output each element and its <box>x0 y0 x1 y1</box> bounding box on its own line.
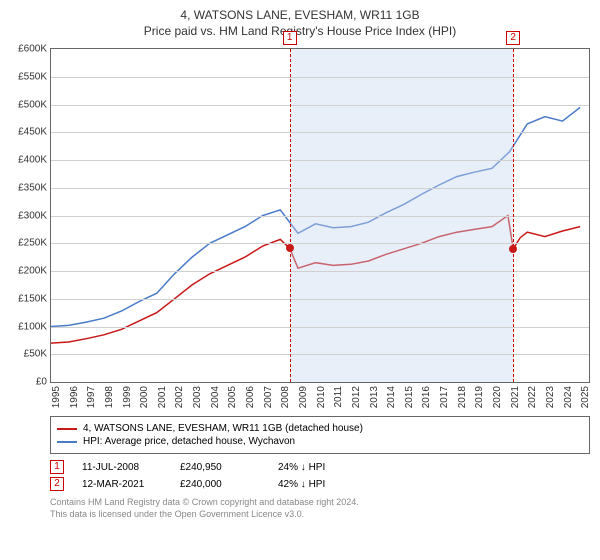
legend-label: HPI: Average price, detached house, Wych… <box>83 436 295 447</box>
sale-price: £240,950 <box>180 462 260 473</box>
marker-dot <box>286 244 294 252</box>
sale-delta: 42% ↓ HPI <box>278 479 358 490</box>
y-axis-label: £200K <box>18 266 47 277</box>
sales-row: 1 11-JUL-2008 £240,950 24% ↓ HPI <box>50 460 590 474</box>
legend: 4, WATSONS LANE, EVESHAM, WR11 1GB (deta… <box>50 416 590 454</box>
gridline <box>51 132 589 133</box>
gridline <box>51 271 589 272</box>
gridline <box>51 160 589 161</box>
sale-delta: 24% ↓ HPI <box>278 462 358 473</box>
gridline <box>51 243 589 244</box>
chart-area: £0£50K£100K£150K£200K£250K£300K£350K£400… <box>50 48 590 408</box>
sale-date: 11-JUL-2008 <box>82 462 162 473</box>
legend-swatch <box>57 441 77 443</box>
gridline <box>51 77 589 78</box>
marker-number-box: 1 <box>283 31 297 45</box>
footer-line: Contains HM Land Registry data © Crown c… <box>50 497 590 509</box>
y-axis-label: £350K <box>18 182 47 193</box>
y-axis-label: £150K <box>18 293 47 304</box>
sales-table: 1 11-JUL-2008 £240,950 24% ↓ HPI 2 12-MA… <box>50 460 590 491</box>
gridline <box>51 299 589 300</box>
legend-swatch <box>57 428 77 430</box>
sale-price: £240,000 <box>180 479 260 490</box>
y-axis-label: £550K <box>18 71 47 82</box>
chart-title: 4, WATSONS LANE, EVESHAM, WR11 1GB <box>0 0 600 22</box>
y-axis-label: £300K <box>18 210 47 221</box>
y-axis-label: £600K <box>18 44 47 55</box>
y-axis-label: £100K <box>18 321 47 332</box>
gridline <box>51 354 589 355</box>
marker-ref-box: 1 <box>50 460 64 474</box>
plot-region: £0£50K£100K£150K£200K£250K£300K£350K£400… <box>50 48 590 383</box>
gridline <box>51 216 589 217</box>
sale-date: 12-MAR-2021 <box>82 479 162 490</box>
footer-line: This data is licensed under the Open Gov… <box>50 509 590 521</box>
y-axis-label: £450K <box>18 127 47 138</box>
legend-label: 4, WATSONS LANE, EVESHAM, WR11 1GB (deta… <box>83 423 363 434</box>
y-axis-label: £400K <box>18 155 47 166</box>
legend-item: HPI: Average price, detached house, Wych… <box>57 436 583 447</box>
gridline <box>51 188 589 189</box>
gridline <box>51 105 589 106</box>
marker-dot <box>509 245 517 253</box>
footer-attribution: Contains HM Land Registry data © Crown c… <box>50 497 590 520</box>
gridline <box>51 327 589 328</box>
y-axis-label: £0 <box>36 377 47 388</box>
marker-number-box: 2 <box>506 31 520 45</box>
marker-vline <box>513 49 514 382</box>
legend-item: 4, WATSONS LANE, EVESHAM, WR11 1GB (deta… <box>57 423 583 434</box>
marker-vline <box>290 49 291 382</box>
y-axis-label: £50K <box>24 349 47 360</box>
y-axis-label: £250K <box>18 238 47 249</box>
marker-ref-box: 2 <box>50 477 64 491</box>
y-axis-label: £500K <box>18 99 47 110</box>
sales-row: 2 12-MAR-2021 £240,000 42% ↓ HPI <box>50 477 590 491</box>
chart-container: 4, WATSONS LANE, EVESHAM, WR11 1GB Price… <box>0 0 600 560</box>
